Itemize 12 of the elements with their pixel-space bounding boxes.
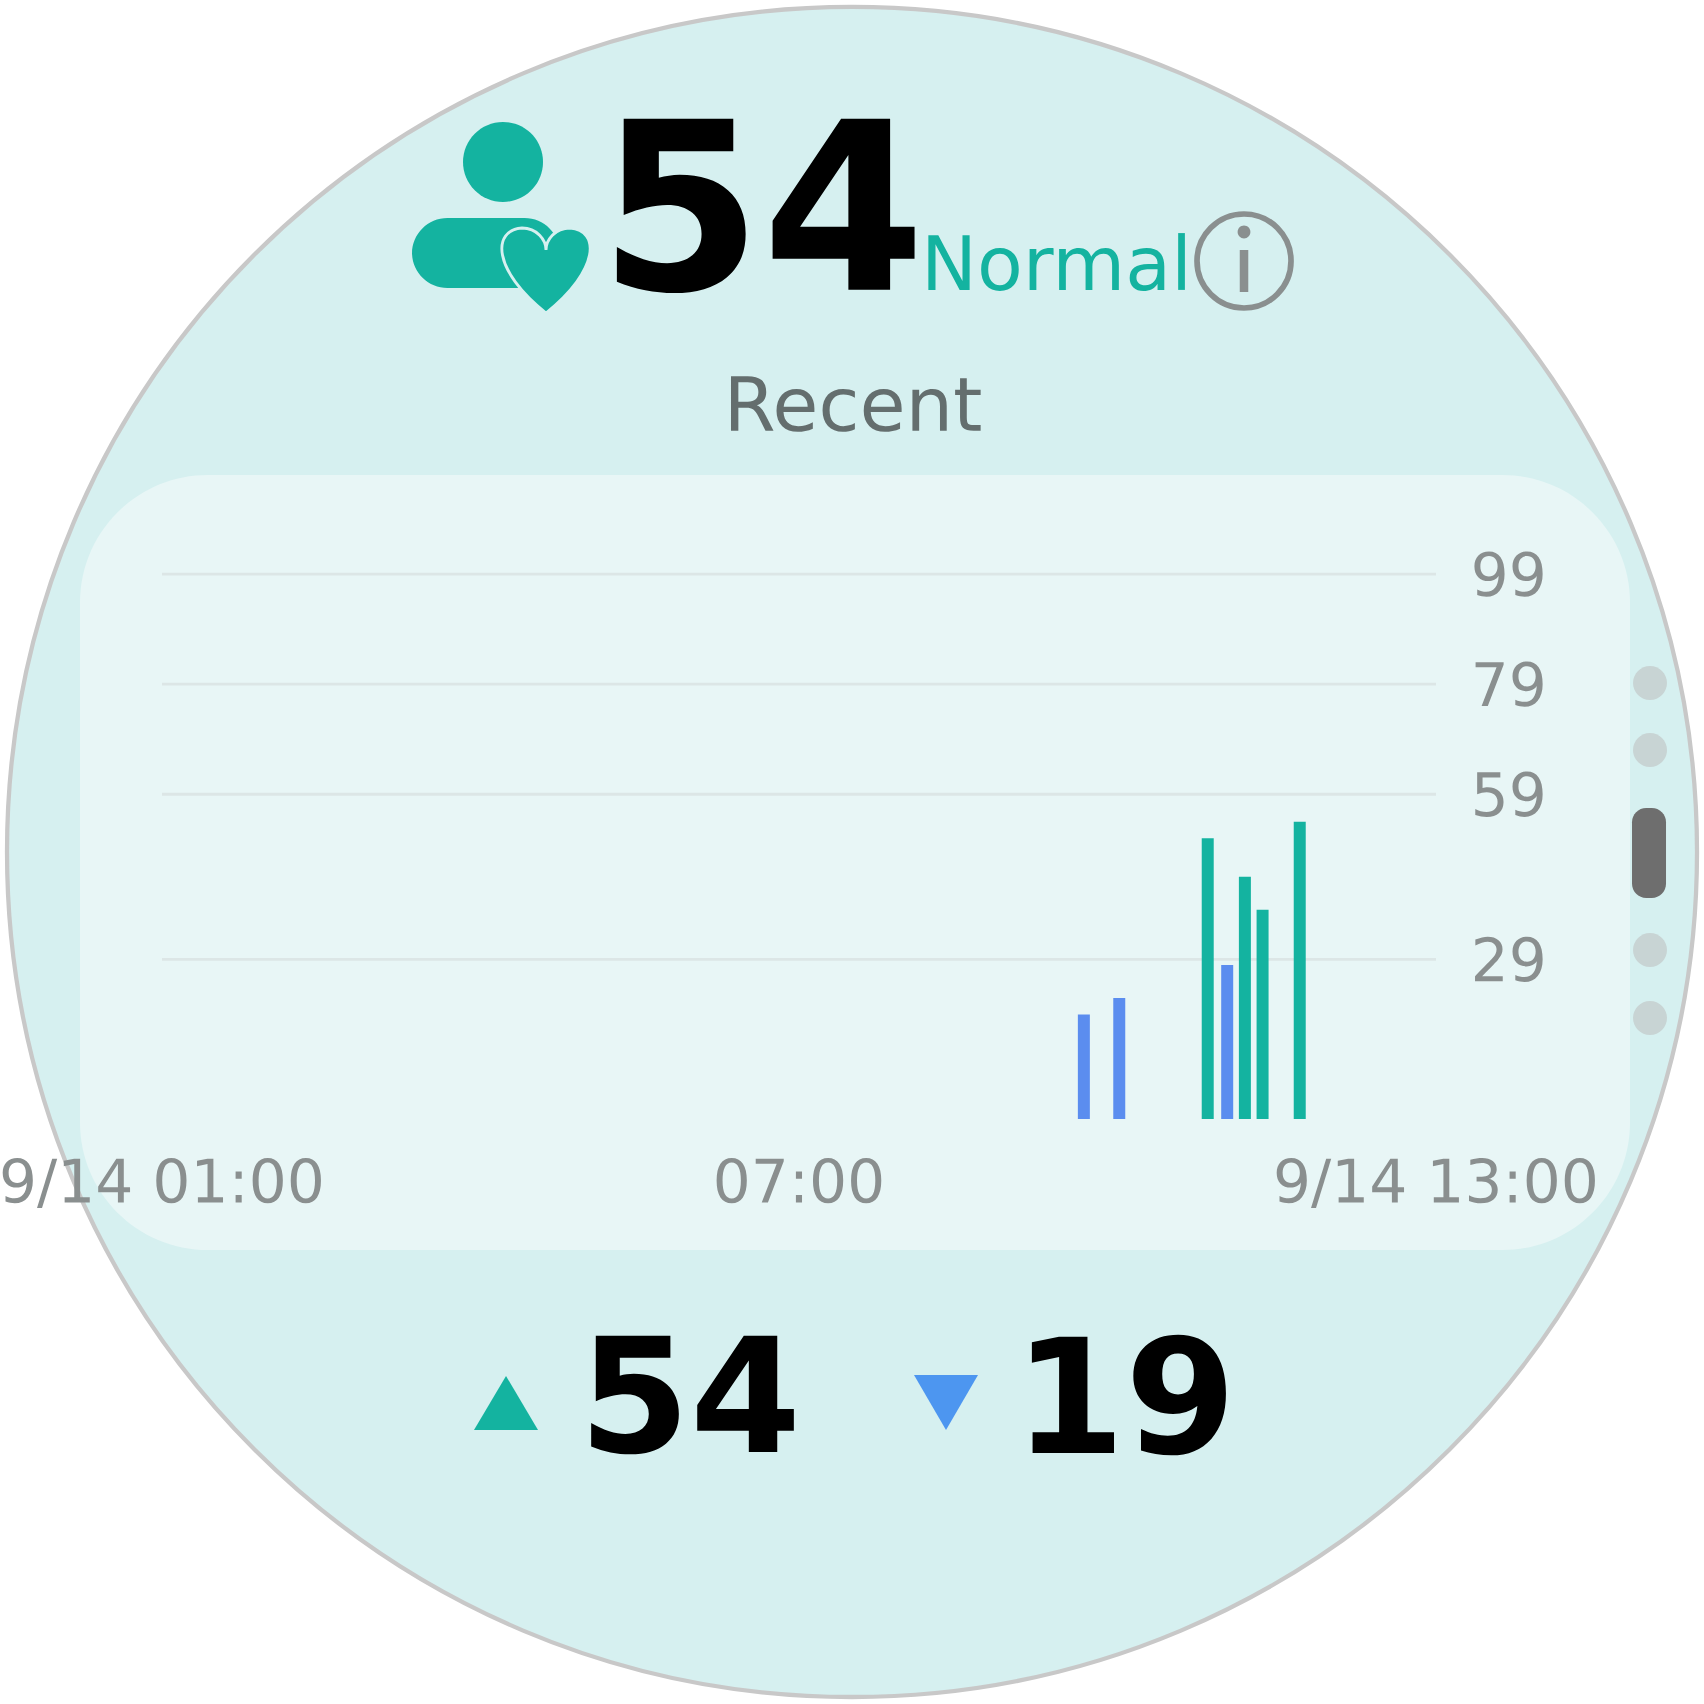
y-tick-label: 99 <box>1474 551 1543 597</box>
y-tick-label: 59 <box>1475 771 1543 817</box>
text: Recent <box>730 376 981 432</box>
x-tick-label: 07:00 <box>716 1157 882 1204</box>
text: Normal <box>928 233 1185 291</box>
y-tick-label: 29 <box>1475 936 1543 983</box>
text: 19 <box>1031 1334 1226 1456</box>
x-tick-label: 9/14 13:00 <box>1276 1157 1595 1208</box>
text: 54 <box>591 1335 794 1455</box>
x-tick-label: 9/14 01:00 <box>2 1157 321 1208</box>
text: 54 <box>616 118 915 294</box>
y-tick-label: 79 <box>1475 661 1543 707</box>
